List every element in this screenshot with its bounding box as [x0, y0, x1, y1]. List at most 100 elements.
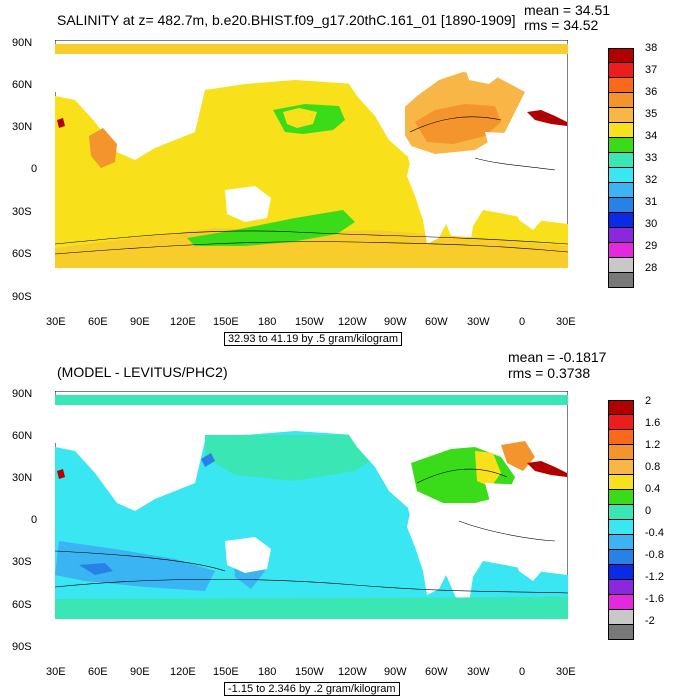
top-colorbar-swatch: [608, 63, 634, 78]
bottom-colorbar: [608, 400, 634, 640]
top-colorbar-swatch: [608, 213, 634, 228]
top-north-america: [345, 54, 439, 156]
top-lon-label-150e: 150E: [213, 316, 239, 328]
top-colorbar-swatch: [608, 153, 634, 168]
top-eurasia: [55, 54, 205, 144]
top-lat-label-90s: 90S: [12, 291, 32, 303]
top-colorbar-swatches: [608, 48, 634, 288]
top-colorbar-label-36: 36: [645, 86, 658, 98]
top-lat-label-30s: 30S: [12, 206, 32, 218]
bottom-colorbar-label-1-6: 1.6: [645, 417, 661, 429]
top-colorbar-label-28: 28: [645, 262, 658, 274]
bottom-australia: [225, 537, 271, 573]
top-lon-label-30e-right: 30E: [556, 316, 576, 328]
bottom-north-america: [345, 405, 439, 507]
top-colorbar-swatch: [608, 78, 634, 93]
top-colorbar-label-37: 37: [645, 64, 658, 76]
bottom-colorbar-swatch: [608, 535, 634, 550]
top-panel-range-info: 32.93 to 41.19 by .5 gram/kilogram: [224, 332, 402, 346]
bottom-mediterranean-a: [57, 469, 65, 479]
top-salinity-map: [55, 40, 568, 299]
top-colorbar-label-32: 32: [645, 174, 658, 186]
bottom-lon-label-60w: 60W: [425, 666, 448, 678]
top-arabian-sea: [89, 128, 117, 168]
bottom-indian-deep: [79, 563, 113, 575]
bottom-npacific-patch: [205, 435, 385, 481]
top-lon-label-0: 0: [519, 316, 526, 328]
bottom-mediterranean-b: [527, 461, 567, 477]
bottom-lon-label-120w: 120W: [338, 666, 367, 678]
bottom-lat-label-90s: 90S: [12, 641, 32, 653]
top-lon-label-120e: 120E: [170, 316, 196, 328]
bottom-lon-label-150w: 150W: [295, 666, 324, 678]
bottom-colorbar-label-0-8: 0.8: [645, 461, 661, 473]
bottom-panel-rms: rms = 0.3738: [508, 365, 591, 381]
bottom-colorbar-label-1-2: 1.2: [645, 439, 661, 451]
bottom-colorbar-swatch: [608, 445, 634, 460]
top-colorbar-label-29: 29: [645, 240, 658, 252]
top-australia: [225, 186, 271, 222]
top-panel-title: SALINITY at z= 482.7m, b.e20.BHIST.f09_g…: [57, 12, 516, 28]
bottom-lon-label-90w: 90W: [384, 666, 407, 678]
bottom-colorbar-label-neg-1-6: -1.6: [645, 593, 664, 605]
top-contour-2: [55, 241, 568, 255]
bottom-lat-label-60s: 60S: [12, 599, 32, 611]
top-lat-label-60n: 60N: [12, 79, 33, 91]
bottom-colorbar-swatch: [608, 610, 634, 625]
top-lat-label-90n: 90N: [12, 37, 33, 49]
top-colorbar-label-30: 30: [645, 218, 658, 230]
bottom-colorbar-swatch: [608, 520, 634, 535]
top-mediterranean-b: [527, 110, 567, 126]
top-antarctica: [55, 268, 568, 299]
bottom-lon-label-30w: 30W: [467, 666, 490, 678]
top-colorbar-swatch: [608, 273, 634, 288]
bottom-colorbar-label-0: 0: [645, 505, 652, 517]
bottom-colorbar-swatch: [608, 565, 634, 580]
top-lon-label-120w: 120W: [338, 316, 367, 328]
bottom-colorbar-swatch: [608, 400, 634, 415]
top-lon-label-30e: 30E: [46, 316, 66, 328]
top-arctic-band: [55, 44, 568, 54]
bottom-lat-label-30s: 30S: [12, 556, 32, 568]
top-colorbar-swatch: [608, 168, 634, 183]
bottom-difference-map: [55, 391, 568, 649]
bottom-colorbar-swatch: [608, 505, 634, 520]
bottom-colorbar-swatch: [608, 475, 634, 490]
top-atlantic-salty-core: [415, 104, 501, 144]
bottom-eurasia: [55, 405, 205, 495]
bottom-lon-label-0: 0: [519, 666, 526, 678]
top-colorbar-label-38: 38: [645, 42, 658, 54]
top-lon-label-150w: 150W: [295, 316, 324, 328]
top-contour-4: [474, 157, 556, 171]
bottom-colorbar-label-2: 2: [645, 395, 652, 407]
bottom-colorbar-label-neg-2: -2: [645, 615, 655, 627]
bottom-lon-label-30e-right: 30E: [556, 666, 576, 678]
bottom-antarctica: [55, 619, 568, 649]
bottom-contour-4: [458, 520, 556, 542]
bottom-lon-label-60e: 60E: [88, 666, 108, 678]
top-lon-label-180: 180: [258, 316, 277, 328]
top-southern-band: [55, 228, 568, 272]
top-panel-mean: mean = 34.51: [524, 2, 611, 18]
top-colorbar-swatch: [608, 228, 634, 243]
bottom-lat-label-90n: 90N: [12, 388, 33, 400]
top-south-america: [407, 158, 457, 244]
bottom-colorbar-swatches: [608, 400, 634, 640]
bottom-atlantic-orange: [501, 441, 535, 471]
bottom-colorbar-swatch: [608, 430, 634, 445]
bottom-lon-label-180: 180: [258, 666, 277, 678]
bottom-colorbar-swatch: [608, 595, 634, 610]
top-lat-label-0: 0: [31, 163, 38, 175]
bottom-okhotsk-blue: [201, 453, 215, 467]
bottom-colorbar-swatch: [608, 550, 634, 565]
top-lon-label-90e: 90E: [130, 316, 150, 328]
bottom-africa: [485, 483, 555, 581]
bottom-southern-band: [55, 597, 568, 621]
top-panel-rms: rms = 34.52: [524, 17, 599, 33]
bottom-arctic-band: [55, 395, 568, 405]
top-npacific-ocean-patch: [283, 108, 317, 128]
top-colorbar-swatch: [608, 183, 634, 198]
bottom-lat-label-0: 0: [31, 514, 38, 526]
bottom-colorbar-label-neg-1-2: -1.2: [645, 571, 664, 583]
top-colorbar-swatch: [608, 108, 634, 123]
